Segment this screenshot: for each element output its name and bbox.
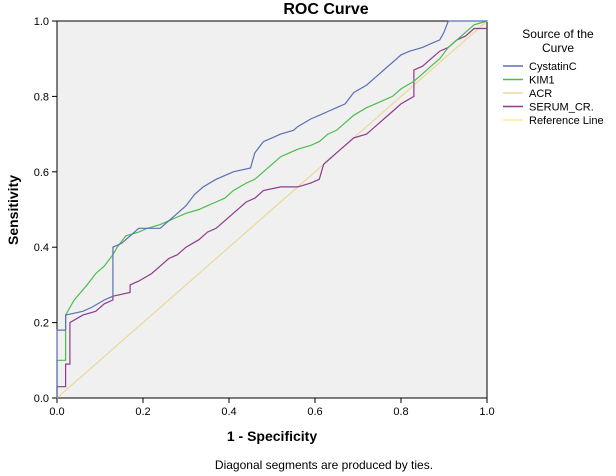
y-tick-label: 1.0	[34, 16, 49, 28]
legend-title-line-2: Curve	[542, 41, 574, 55]
series-line-serum-cr	[56, 27, 487, 398]
legend-label-acr: ACR	[529, 88, 552, 100]
series-line-acr	[56, 20, 488, 399]
x-tick-label: 1.0	[479, 406, 494, 418]
y-axis: 0.0 0.2 0.4 0.6 0.8 1.0	[34, 16, 57, 405]
legend-label-reference-line: Reference Line	[529, 115, 604, 127]
x-tick-label: 0.2	[135, 406, 150, 418]
x-tick-label: 0.0	[49, 406, 64, 418]
y-axis-label: Sensitivity	[5, 175, 21, 245]
footnote: Diagonal segments are produced by ties.	[215, 458, 433, 472]
chart-title: ROC Curve	[283, 1, 368, 18]
x-axis: 0.0 0.2 0.4 0.6 0.8 1.0	[49, 398, 495, 418]
legend-title-line-1: Source of the	[522, 27, 594, 41]
x-axis-label: 1 - Specificity	[227, 428, 317, 444]
x-tick-label: 0.4	[221, 406, 236, 418]
y-tick-label: 0.0	[34, 393, 49, 405]
y-tick-label: 0.8	[34, 91, 49, 103]
x-tick-label: 0.6	[307, 406, 322, 418]
series-line-cystatinc	[56, 20, 487, 398]
legend-label-serum-cr: SERUM_CR.	[529, 102, 594, 114]
legend-label-cystatinc: CystatinC	[529, 61, 577, 73]
x-tick-label: 0.8	[393, 406, 408, 418]
series-layer	[56, 20, 488, 399]
legend-label-kim1: KIM1	[529, 75, 555, 87]
y-tick-label: 0.4	[34, 242, 49, 254]
y-tick-label: 0.2	[34, 318, 49, 330]
y-tick-label: 0.6	[34, 167, 49, 179]
